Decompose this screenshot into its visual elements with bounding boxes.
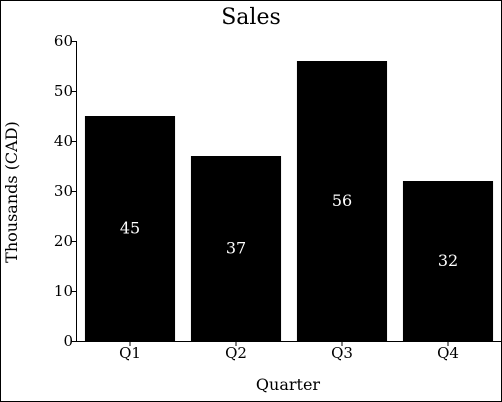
data-label-q4: 32 bbox=[438, 251, 458, 270]
data-labels-group: 45 37 56 32 bbox=[120, 191, 458, 270]
x-tick-label: Q2 bbox=[225, 344, 247, 362]
x-axis: Q1 Q2 Q3 Q4 bbox=[76, 341, 501, 362]
y-tick-label: 10 bbox=[54, 282, 73, 300]
y-tick-label: 20 bbox=[54, 232, 73, 250]
y-axis-label: Thousands (CAD) bbox=[2, 121, 21, 263]
x-tick-label: Q3 bbox=[331, 344, 353, 362]
x-tick-label: Q1 bbox=[119, 344, 141, 362]
chart-title: Sales bbox=[221, 5, 281, 30]
x-tick-label: Q4 bbox=[437, 344, 459, 362]
y-tick-label: 50 bbox=[54, 82, 73, 100]
data-label-q1: 45 bbox=[120, 219, 140, 238]
y-axis: 0 10 20 30 40 50 60 bbox=[54, 32, 77, 350]
bar-q1 bbox=[84, 116, 176, 341]
bar-q2 bbox=[190, 156, 282, 341]
data-label-q3: 56 bbox=[332, 191, 352, 210]
y-tick-label: 60 bbox=[54, 32, 73, 50]
data-label-q2: 37 bbox=[226, 239, 246, 258]
y-tick-label: 40 bbox=[54, 132, 73, 150]
bar-q4 bbox=[402, 181, 494, 341]
x-axis-label: Quarter bbox=[256, 375, 321, 394]
bars-group bbox=[84, 61, 494, 341]
y-tick-label: 0 bbox=[63, 332, 73, 350]
bar-q3 bbox=[296, 61, 388, 341]
y-tick-label: 30 bbox=[54, 182, 73, 200]
